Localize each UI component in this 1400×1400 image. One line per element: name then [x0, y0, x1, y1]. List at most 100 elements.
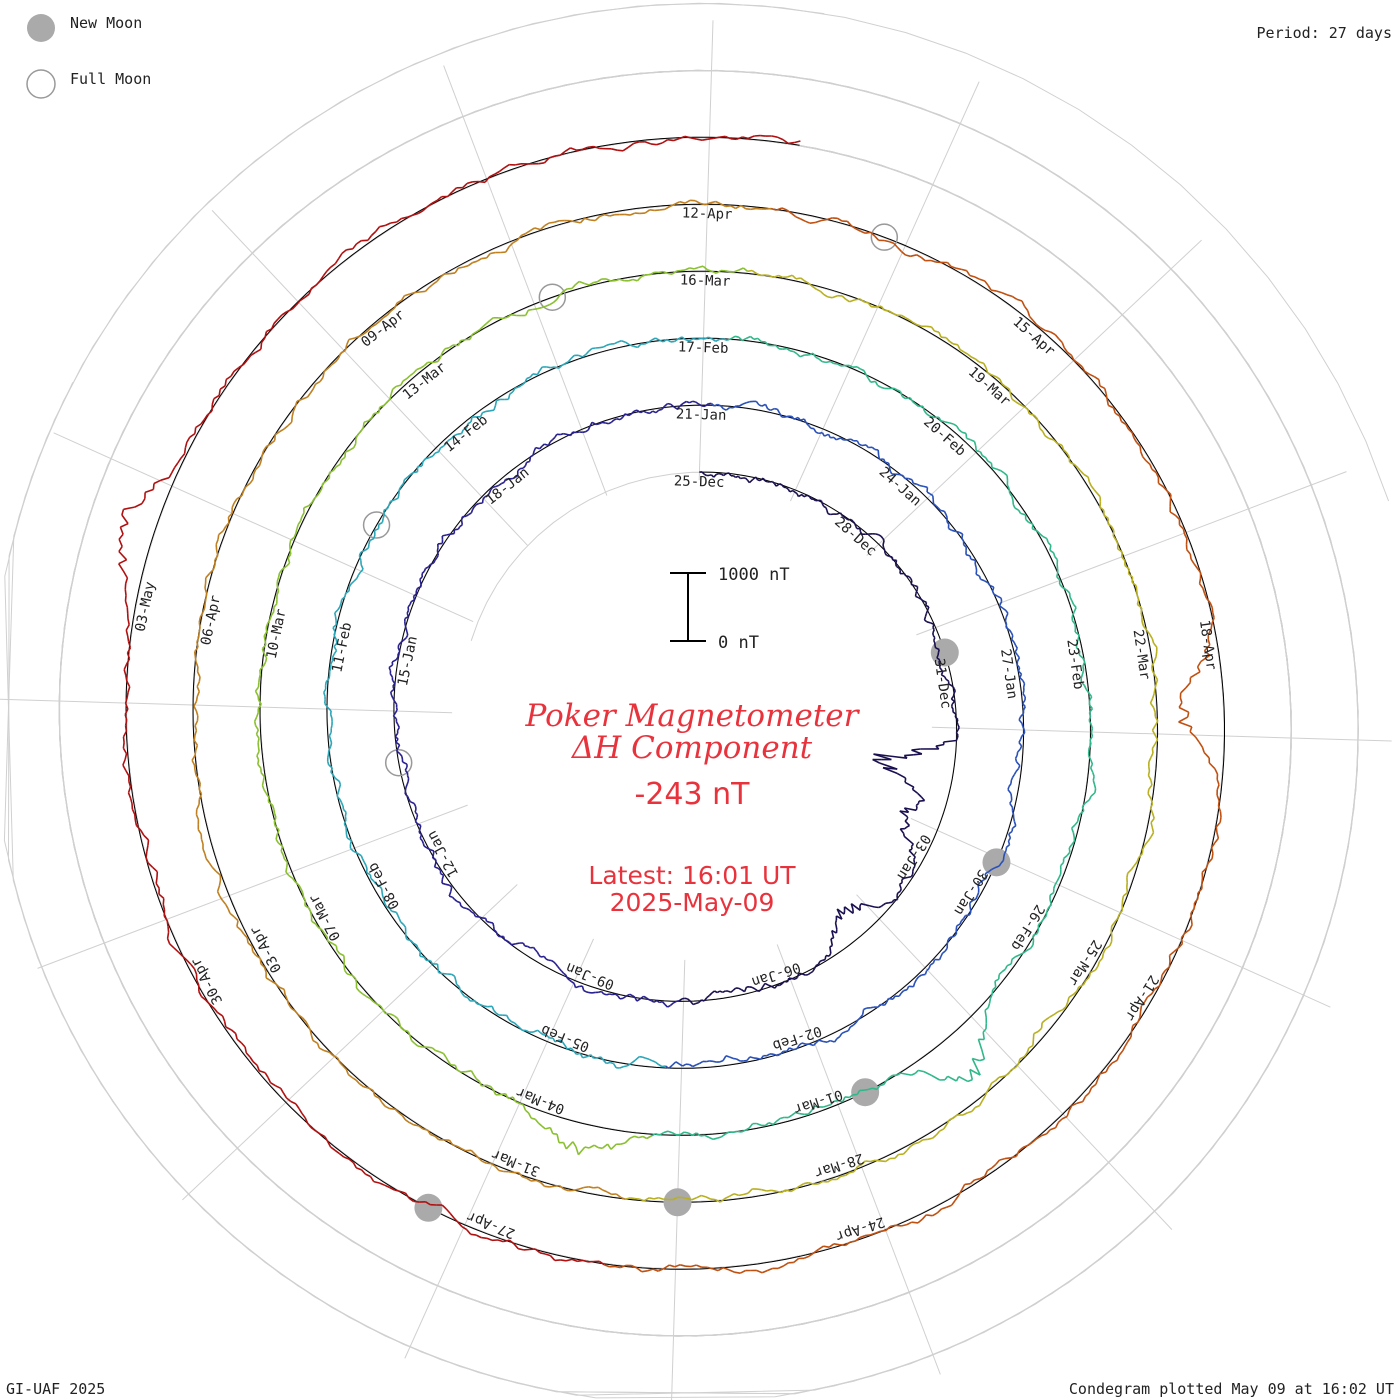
trace-segment — [1099, 385, 1106, 390]
trace-segment — [738, 336, 743, 342]
trace-segment — [849, 1240, 856, 1243]
trace-segment — [417, 210, 424, 215]
trace-segment — [127, 786, 132, 794]
trace-segment — [466, 907, 470, 911]
trace-segment — [126, 635, 130, 642]
trace-segment — [470, 1233, 477, 1236]
trace-segment — [378, 521, 383, 526]
trace-segment — [196, 681, 201, 687]
trace-segment — [397, 744, 401, 749]
trace-segment — [744, 1127, 750, 1131]
trace-segment — [253, 716, 258, 722]
trace-segment — [1004, 617, 1007, 622]
trace-segment — [913, 482, 917, 485]
trace-segment — [191, 760, 196, 766]
trace-segment — [926, 491, 931, 495]
trace-segment — [684, 267, 691, 271]
trace-segment — [193, 705, 198, 712]
trace-segment — [285, 1097, 292, 1103]
trace-segment — [733, 1130, 738, 1134]
trace-segment — [979, 1175, 986, 1180]
trace-segment — [999, 378, 1003, 385]
trace-segment — [197, 632, 200, 638]
trace-segment — [198, 793, 203, 800]
trace-segment — [1018, 1146, 1024, 1152]
trace-segment — [436, 554, 440, 559]
trace-segment — [617, 149, 624, 152]
trace-segment — [651, 337, 656, 341]
trace-segment — [587, 425, 591, 431]
trace-segment — [267, 619, 271, 624]
trace-segment — [922, 406, 926, 412]
trace-segment — [723, 408, 727, 411]
trace-segment — [787, 1114, 793, 1119]
trace-segment — [437, 542, 443, 545]
trace-segment — [598, 1260, 605, 1266]
trace-segment — [1146, 629, 1151, 635]
trace-segment — [882, 902, 887, 906]
trace-segment — [355, 987, 360, 992]
trace-segment — [1111, 526, 1115, 532]
trace-segment — [614, 993, 619, 997]
trace-segment — [330, 771, 334, 776]
trace-segment — [222, 526, 227, 532]
trace-segment — [710, 200, 716, 204]
trace-segment — [173, 947, 179, 953]
trace-segment — [724, 1195, 730, 1200]
trace-segment — [776, 1117, 781, 1122]
trace-segment — [389, 393, 392, 400]
trace-segment — [254, 725, 259, 731]
trace-segment — [1062, 449, 1068, 454]
trace-segment — [525, 1029, 530, 1033]
trace-segment — [813, 965, 817, 969]
trace-segment — [809, 221, 816, 224]
trace-segment — [844, 1096, 850, 1099]
trace-segment — [797, 416, 802, 421]
trace-segment — [561, 1041, 566, 1046]
trace-segment — [743, 1192, 749, 1196]
trace-segment — [1073, 359, 1079, 364]
trace-segment — [278, 986, 285, 991]
trace-segment — [496, 934, 501, 938]
trace-segment — [975, 895, 979, 900]
trace-segment — [217, 534, 220, 540]
trace-segment — [632, 278, 638, 282]
trace-segment — [454, 267, 459, 274]
trace-segment — [626, 993, 631, 997]
trace-segment — [733, 1193, 740, 1197]
trace-segment — [930, 326, 936, 332]
trace-segment — [490, 251, 496, 255]
trace-segment — [1202, 587, 1206, 594]
trace-segment — [715, 200, 722, 205]
date-label: 27-Jan — [997, 648, 1020, 700]
trace-segment — [970, 439, 975, 443]
trace-segment — [508, 1018, 512, 1023]
trace-segment — [714, 990, 718, 994]
trace-segment — [338, 781, 342, 785]
trace-segment — [436, 550, 440, 556]
trace-segment — [969, 1069, 974, 1080]
trace-segment — [689, 1000, 694, 1006]
trace-segment — [224, 522, 230, 528]
trace-segment — [295, 1103, 300, 1109]
trace-segment — [1014, 644, 1018, 649]
trace-segment — [358, 555, 362, 561]
trace-segment — [661, 405, 666, 411]
trace-segment — [417, 465, 423, 468]
trace-segment — [388, 664, 394, 669]
date-label: 25-Dec — [674, 473, 725, 490]
trace-segment — [564, 1044, 568, 1050]
trace-segment — [966, 437, 971, 441]
trace-segment — [361, 1169, 366, 1175]
trace-segment — [602, 1189, 608, 1193]
trace-segment — [1173, 947, 1180, 953]
trace-segment — [921, 1214, 927, 1220]
trace-segment — [1189, 553, 1192, 560]
trace-segment — [551, 436, 556, 441]
trace-segment — [871, 1087, 878, 1091]
trace-segment — [929, 962, 934, 966]
trace-segment — [900, 250, 907, 256]
trace-segment — [1152, 642, 1158, 648]
trace-segment — [790, 212, 797, 218]
trace-segment — [448, 895, 453, 899]
